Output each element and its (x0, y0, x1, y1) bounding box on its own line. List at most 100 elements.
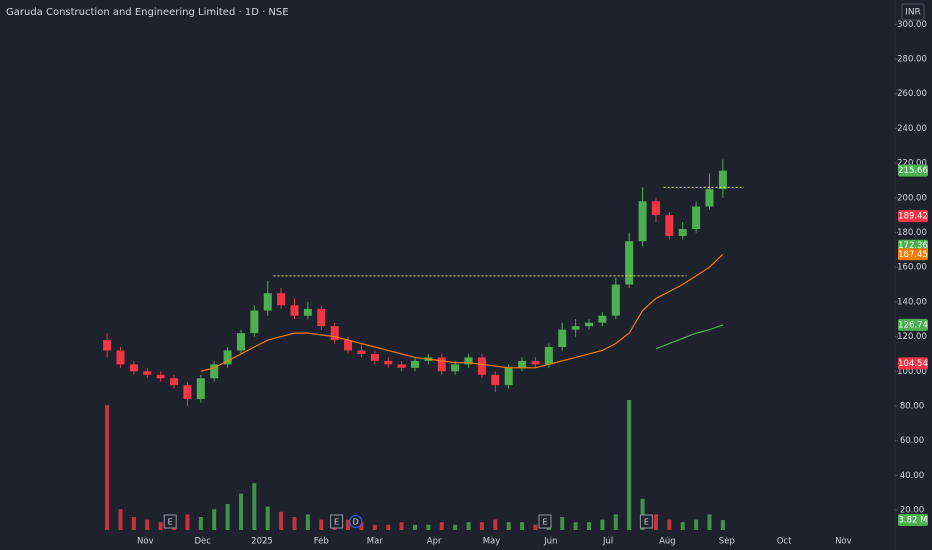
candle-body (156, 374, 165, 379)
price-label: 172.36 (898, 241, 928, 251)
volume-bar (319, 519, 324, 530)
volume-bar (627, 400, 632, 530)
candle-body (210, 364, 219, 379)
candle-body (678, 229, 687, 236)
y-tick-label: 260.00 (897, 89, 927, 99)
volume-bar (346, 519, 351, 530)
volume-bar (198, 517, 203, 530)
x-tick-label: Apr (427, 537, 442, 547)
candle-body (531, 360, 540, 365)
candle-body (638, 201, 647, 242)
volume-bar (118, 509, 123, 530)
volume-bar (279, 511, 284, 530)
candle-body (330, 326, 339, 341)
volume-bar (145, 519, 150, 530)
volume-bar (238, 493, 243, 530)
volume-bar (426, 524, 431, 530)
volume-bar (573, 522, 578, 530)
volume-bar (225, 504, 230, 530)
x-tick-label: Jun (543, 537, 557, 547)
price-badge (898, 164, 928, 177)
y-tick-label: 80.00 (900, 401, 924, 411)
candle-body (451, 364, 460, 372)
volume-bar (212, 509, 217, 530)
candle-body (290, 305, 299, 316)
volume-bar (252, 483, 257, 530)
candle-body (317, 308, 326, 327)
x-tick-label: Aug (659, 537, 676, 547)
candle-body (223, 350, 232, 365)
event-marker (163, 514, 177, 529)
candle-body (571, 326, 580, 330)
candle-body (518, 360, 527, 368)
candle-body (103, 340, 112, 351)
candle-body (384, 360, 393, 365)
volume-bar (386, 524, 391, 530)
candle-body (598, 315, 607, 323)
x-tick-label: Mar (367, 537, 384, 547)
price-label: 167.45 (898, 250, 928, 260)
candle-body (464, 357, 473, 365)
y-tick-label: 220.00 (897, 159, 927, 169)
volume-bar (158, 522, 163, 530)
x-tick-label: Sep (719, 537, 735, 547)
candle-body (611, 284, 620, 316)
candle-body (236, 333, 245, 351)
candle-body (303, 308, 312, 316)
volume-bar (292, 517, 297, 530)
candle-body (170, 378, 179, 386)
y-tick-label: 60.00 (900, 436, 924, 446)
candle-body (625, 241, 634, 285)
candle-body (477, 357, 486, 375)
volume-bar (720, 520, 725, 530)
candle-body (651, 201, 660, 216)
volume-bar (466, 522, 471, 530)
candle-body (357, 350, 366, 354)
candle-body (437, 357, 446, 372)
candle-body (504, 367, 513, 386)
y-tick-label: 100.00 (897, 367, 927, 377)
price-badge (898, 357, 928, 370)
candle-body (665, 215, 674, 236)
volume-bar (359, 522, 364, 530)
volume-bar (653, 514, 658, 530)
x-tick-label: Nov (835, 537, 852, 547)
volume-label: 3.82 M (899, 516, 928, 526)
y-tick-label: 300.00 (897, 20, 927, 30)
candle-body (692, 206, 701, 230)
volume-bar (453, 524, 458, 530)
volume-bar (305, 514, 310, 530)
volume-bar (506, 522, 511, 530)
moving-average (200, 253, 724, 372)
candle-body (196, 378, 205, 400)
volume-bar (520, 522, 525, 530)
volume-bar (694, 519, 699, 530)
volume-bar (105, 405, 110, 530)
event-label: E (168, 518, 173, 527)
event-label: D (353, 518, 359, 527)
volume-bar (560, 517, 565, 530)
volume-bar (131, 517, 136, 530)
volume-bar (707, 514, 712, 530)
candle-body (277, 293, 286, 306)
y-tick-label: 40.00 (900, 471, 924, 481)
event-marker (639, 514, 653, 529)
candle-body (491, 374, 500, 386)
y-tick-label: 120.00 (897, 332, 927, 342)
y-tick-label: 240.00 (897, 124, 927, 134)
y-tick-label: 160.00 (897, 263, 927, 273)
volume-bar (372, 524, 377, 530)
x-tick-label: Feb (314, 537, 329, 547)
x-tick-label: Jul (602, 537, 613, 547)
volume-bar (185, 514, 190, 530)
candle-body (410, 360, 419, 368)
event-label: E (334, 518, 339, 527)
currency-box (901, 3, 925, 21)
x-tick-label: May (483, 537, 501, 547)
candle-body (718, 170, 727, 190)
currency: INR (905, 8, 921, 18)
y-tick-label: 140.00 (897, 297, 927, 307)
candle-body (183, 385, 192, 400)
y-tick-label: 200.00 (897, 193, 927, 203)
